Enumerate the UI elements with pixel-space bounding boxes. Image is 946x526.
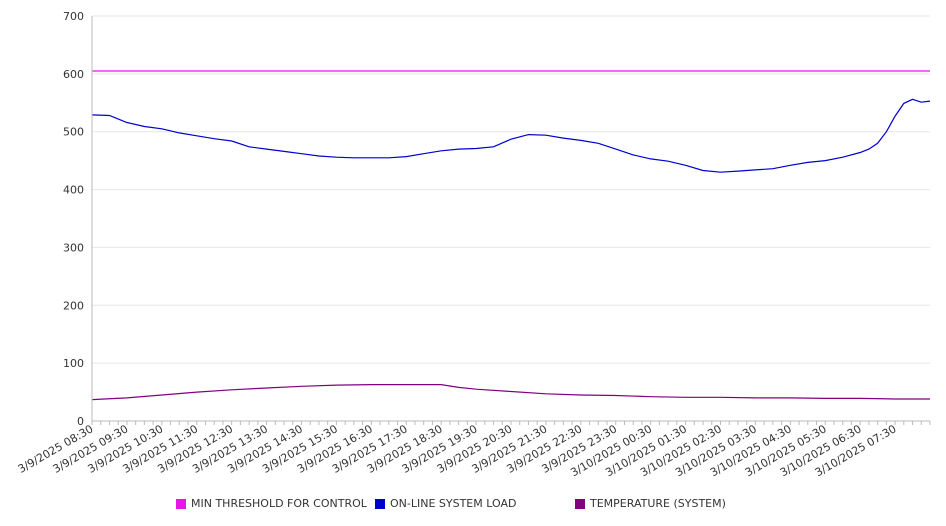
legend-swatch-threshold	[176, 498, 186, 509]
y-tick-label: 100	[63, 357, 84, 370]
y-tick-label: 700	[63, 10, 84, 23]
series-line-2	[91, 384, 930, 401]
legend-label-threshold: MIN THRESHOLD FOR CONTROL	[191, 497, 367, 510]
series-lines	[91, 70, 931, 401]
y-tick-label: 400	[63, 184, 84, 197]
y-tick-label: 0	[77, 415, 84, 428]
x-axis-ticks: 3/9/2025 08:303/9/2025 09:303/9/2025 10:…	[16, 421, 931, 479]
y-gridlines	[92, 15, 930, 364]
legend-label-load: ON-LINE SYSTEM LOAD	[390, 497, 517, 510]
y-tick-label: 300	[63, 241, 84, 254]
legend-item-load[interactable]: ON-LINE SYSTEM LOAD	[375, 497, 516, 510]
legend-item-temperature[interactable]: TEMPERATURE (SYSTEM)	[575, 497, 726, 510]
y-tick-label: 600	[63, 68, 84, 81]
chart-legend: MIN THRESHOLD FOR CONTROL ON-LINE SYSTEM…	[0, 497, 946, 515]
y-tick-label: 200	[63, 299, 84, 312]
y-tick-label: 500	[63, 126, 84, 139]
legend-item-threshold[interactable]: MIN THRESHOLD FOR CONTROL	[176, 497, 367, 510]
series-line-1	[91, 98, 931, 173]
legend-label-temperature: TEMPERATURE (SYSTEM)	[590, 497, 726, 510]
legend-swatch-temperature	[575, 498, 585, 509]
legend-swatch-load	[375, 498, 385, 509]
y-axis-ticks: 0 100 200 300 400 500 600 700	[63, 10, 84, 428]
line-chart: 0 100 200 300 400 500 600 700 3/9/2025 08:303/9…	[16, 10, 931, 479]
